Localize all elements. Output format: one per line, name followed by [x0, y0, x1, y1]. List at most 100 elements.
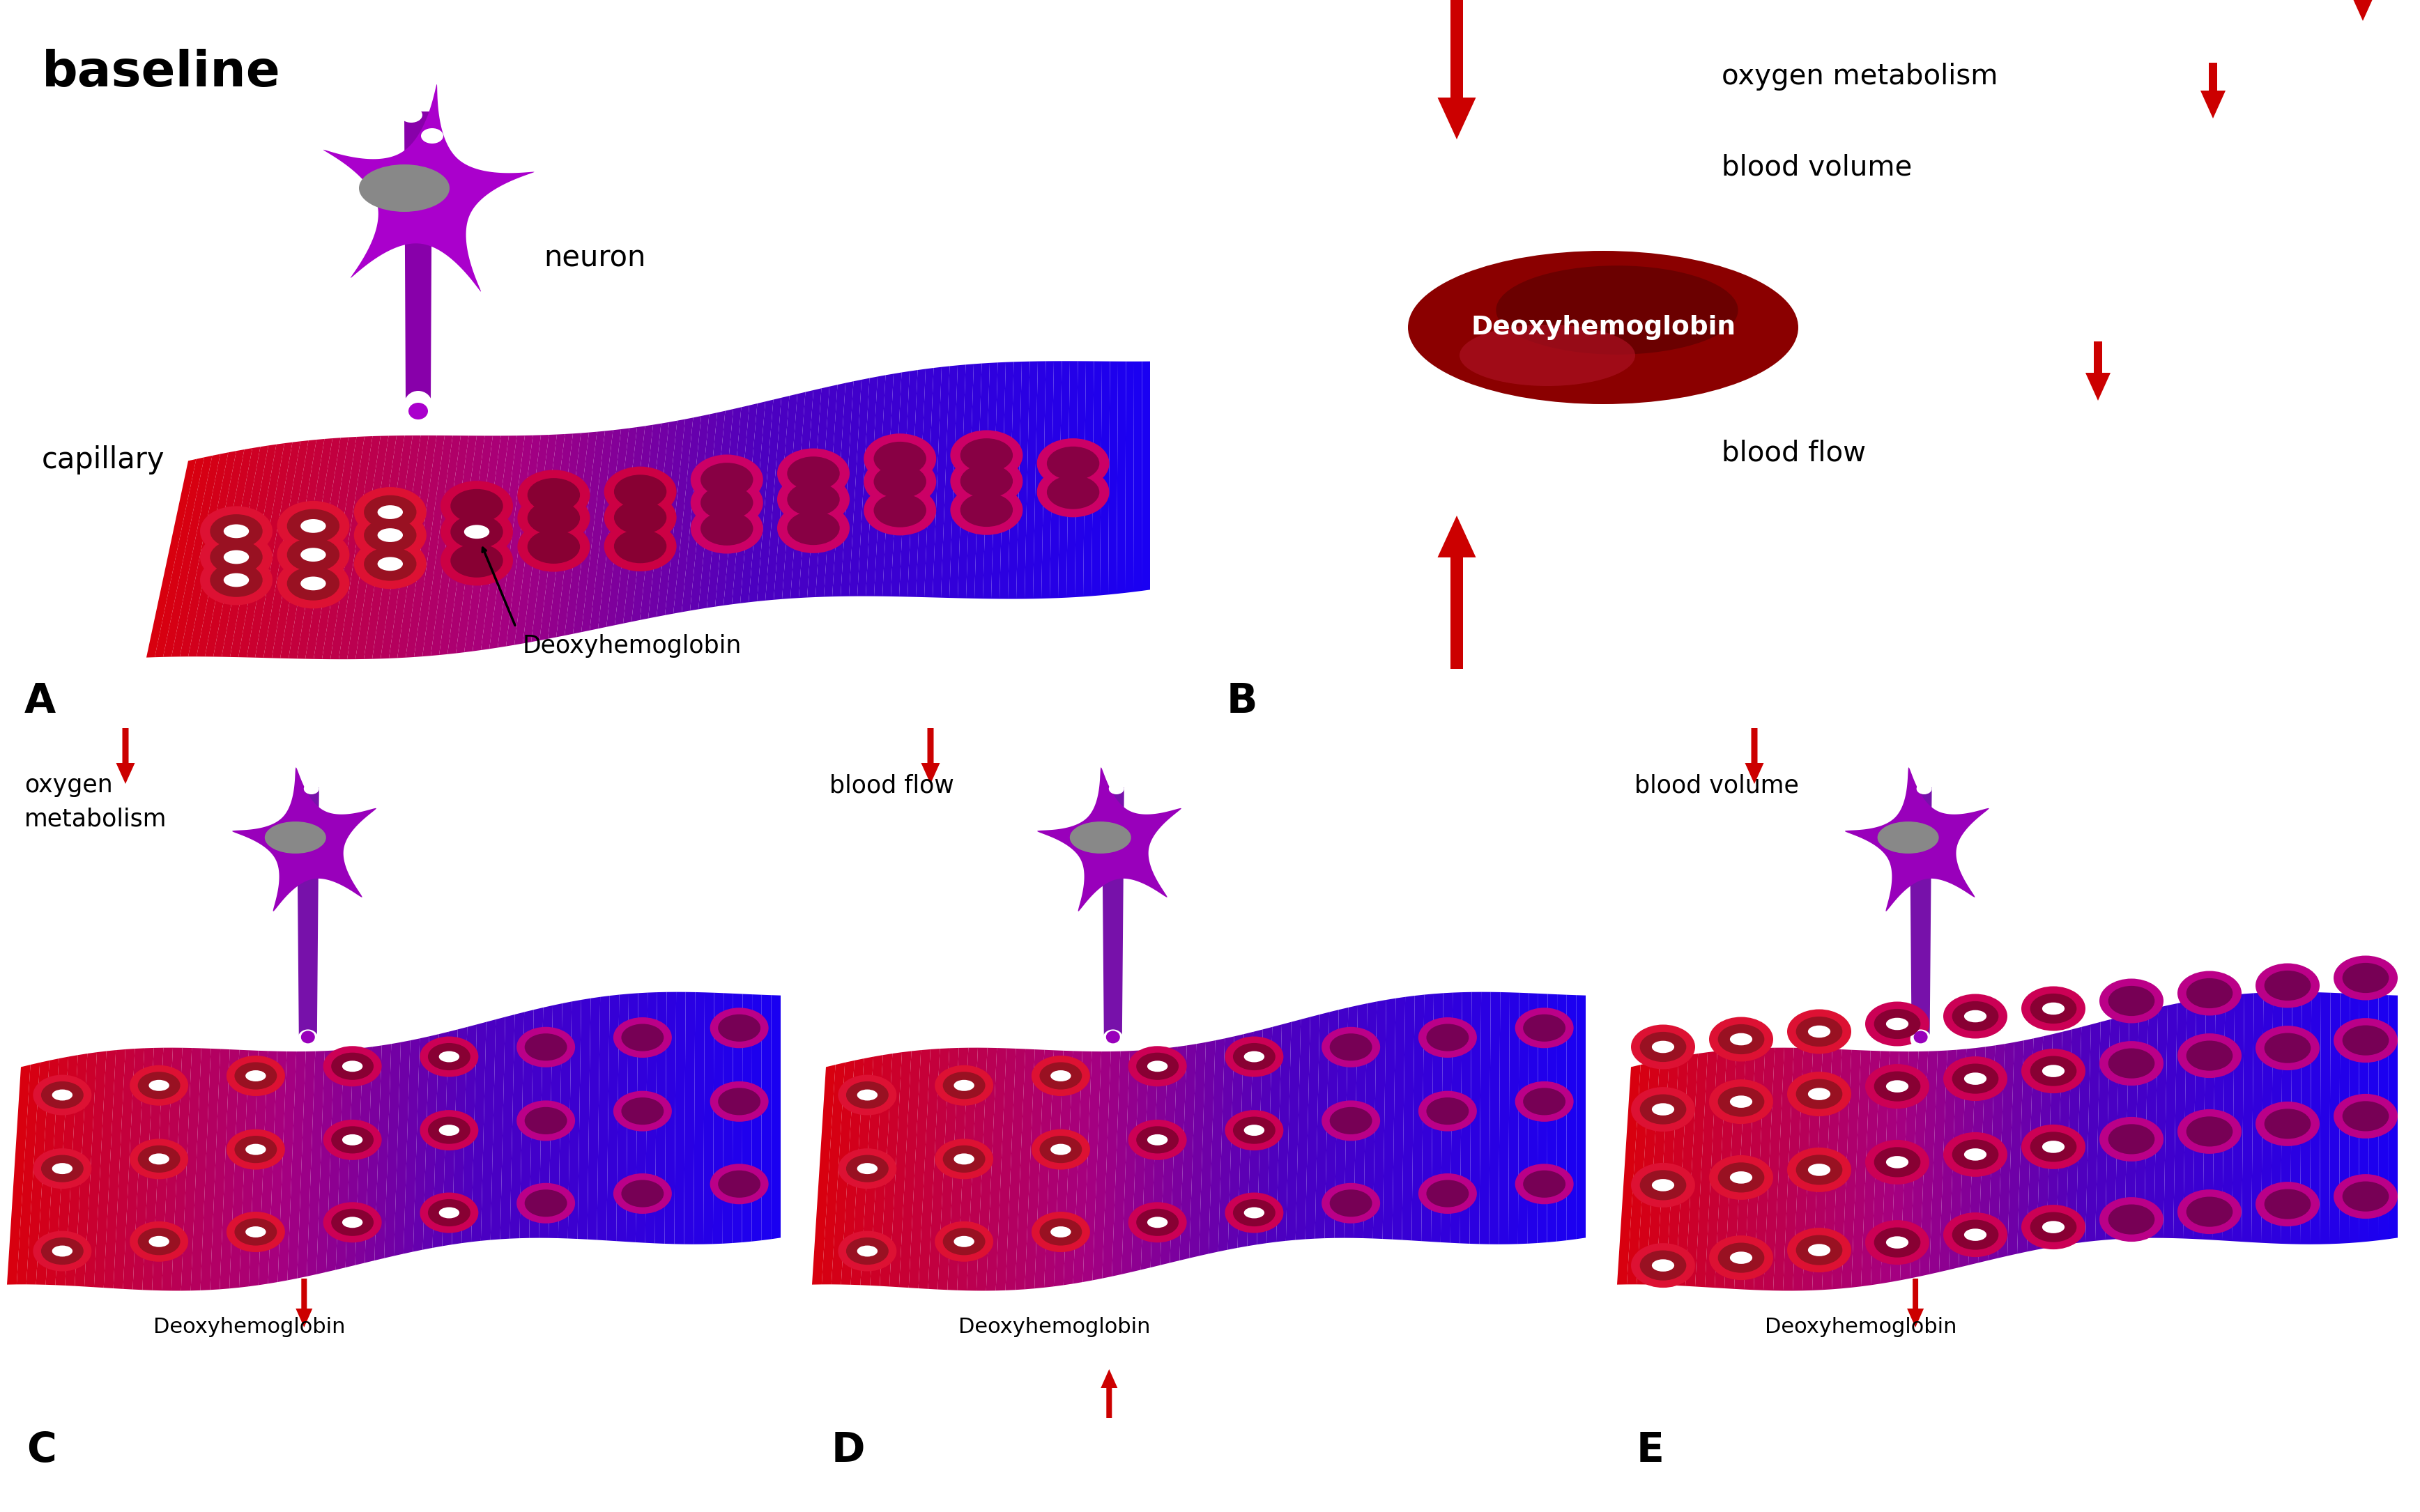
- Text: blood flow: blood flow: [1721, 438, 1866, 467]
- Polygon shape: [1745, 1048, 1764, 1290]
- Ellipse shape: [138, 1228, 179, 1255]
- Polygon shape: [881, 1052, 903, 1287]
- Polygon shape: [666, 417, 692, 615]
- Polygon shape: [1314, 1012, 1329, 1238]
- Polygon shape: [569, 999, 581, 1238]
- Polygon shape: [557, 432, 588, 637]
- Polygon shape: [1125, 361, 1135, 593]
- Polygon shape: [1822, 1049, 1842, 1290]
- Polygon shape: [1880, 1051, 1900, 1284]
- Ellipse shape: [148, 1235, 169, 1247]
- Polygon shape: [65, 1054, 87, 1287]
- Ellipse shape: [1321, 1182, 1379, 1223]
- Polygon shape: [1275, 1022, 1292, 1241]
- Polygon shape: [373, 435, 414, 659]
- Ellipse shape: [1418, 1173, 1476, 1214]
- Polygon shape: [1295, 1018, 1309, 1240]
- Text: blood flow: blood flow: [830, 774, 953, 797]
- Polygon shape: [145, 460, 196, 658]
- Ellipse shape: [699, 511, 753, 546]
- Text: Deoxyhemoglobin: Deoxyhemoglobin: [152, 1317, 346, 1337]
- Ellipse shape: [2030, 993, 2076, 1024]
- Ellipse shape: [1730, 1096, 1752, 1108]
- Ellipse shape: [1232, 1199, 1275, 1226]
- Polygon shape: [1754, 1048, 1774, 1290]
- Ellipse shape: [615, 475, 666, 508]
- Ellipse shape: [615, 529, 666, 562]
- Ellipse shape: [1631, 1163, 1694, 1208]
- Ellipse shape: [300, 547, 327, 561]
- Ellipse shape: [305, 783, 319, 794]
- Polygon shape: [791, 390, 813, 599]
- FancyArrow shape: [2086, 342, 2110, 401]
- Text: E: E: [1636, 1430, 1665, 1470]
- Polygon shape: [1929, 1051, 1948, 1275]
- Ellipse shape: [1225, 1036, 1283, 1077]
- Ellipse shape: [450, 516, 503, 549]
- Ellipse shape: [1104, 1030, 1123, 1049]
- Ellipse shape: [1041, 1136, 1082, 1163]
- Ellipse shape: [450, 488, 503, 523]
- Polygon shape: [438, 435, 477, 655]
- Polygon shape: [17, 1063, 39, 1284]
- Polygon shape: [707, 410, 733, 608]
- Polygon shape: [201, 1049, 220, 1290]
- Polygon shape: [1675, 1054, 1699, 1287]
- Ellipse shape: [1329, 1107, 1372, 1134]
- Polygon shape: [1803, 1048, 1822, 1291]
- Ellipse shape: [1418, 1090, 1476, 1131]
- Polygon shape: [1996, 1042, 2013, 1258]
- Ellipse shape: [1653, 1179, 1675, 1191]
- Ellipse shape: [1885, 1080, 1909, 1093]
- Ellipse shape: [837, 1075, 895, 1116]
- Ellipse shape: [864, 457, 937, 507]
- Polygon shape: [1050, 361, 1062, 599]
- Polygon shape: [832, 1060, 854, 1285]
- Ellipse shape: [1225, 1193, 1283, 1232]
- Ellipse shape: [786, 457, 840, 490]
- Ellipse shape: [2042, 1002, 2064, 1015]
- Polygon shape: [1764, 1048, 1784, 1291]
- Polygon shape: [1091, 361, 1101, 596]
- Ellipse shape: [298, 1030, 319, 1049]
- Polygon shape: [1099, 361, 1111, 596]
- Ellipse shape: [53, 1090, 73, 1101]
- Ellipse shape: [2108, 1123, 2154, 1154]
- Ellipse shape: [1866, 1064, 1929, 1108]
- Polygon shape: [181, 1048, 201, 1291]
- Polygon shape: [975, 363, 990, 599]
- Ellipse shape: [1866, 1001, 1929, 1046]
- Ellipse shape: [1786, 1072, 1851, 1116]
- Ellipse shape: [1641, 1170, 1687, 1201]
- Polygon shape: [1517, 993, 1529, 1244]
- Polygon shape: [646, 992, 658, 1243]
- Ellipse shape: [528, 478, 581, 513]
- Ellipse shape: [1418, 1018, 1476, 1058]
- Ellipse shape: [324, 1202, 382, 1243]
- Text: D: D: [832, 1430, 866, 1470]
- Ellipse shape: [1631, 1025, 1694, 1069]
- Polygon shape: [540, 434, 574, 641]
- Text: capillary: capillary: [41, 445, 165, 475]
- Polygon shape: [223, 446, 269, 658]
- Polygon shape: [520, 1010, 535, 1238]
- Ellipse shape: [709, 1164, 770, 1204]
- Polygon shape: [1704, 1051, 1728, 1288]
- Polygon shape: [2289, 992, 2301, 1244]
- Ellipse shape: [1425, 1179, 1469, 1207]
- Polygon shape: [327, 1049, 344, 1272]
- Ellipse shape: [419, 1193, 479, 1232]
- Ellipse shape: [244, 1070, 266, 1081]
- FancyArrow shape: [922, 729, 939, 783]
- Ellipse shape: [1522, 1170, 1566, 1198]
- Polygon shape: [1498, 992, 1510, 1244]
- Ellipse shape: [518, 470, 590, 520]
- Ellipse shape: [235, 1219, 276, 1246]
- Polygon shape: [46, 1057, 68, 1285]
- Ellipse shape: [341, 1217, 363, 1228]
- Polygon shape: [298, 438, 341, 659]
- Ellipse shape: [1070, 821, 1130, 854]
- Polygon shape: [397, 435, 436, 658]
- Ellipse shape: [1496, 266, 1738, 354]
- Polygon shape: [2309, 992, 2321, 1244]
